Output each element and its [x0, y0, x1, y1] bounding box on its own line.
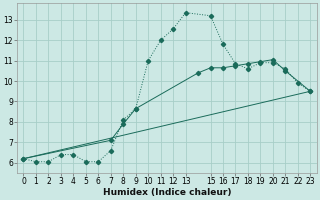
- X-axis label: Humidex (Indice chaleur): Humidex (Indice chaleur): [103, 188, 231, 197]
